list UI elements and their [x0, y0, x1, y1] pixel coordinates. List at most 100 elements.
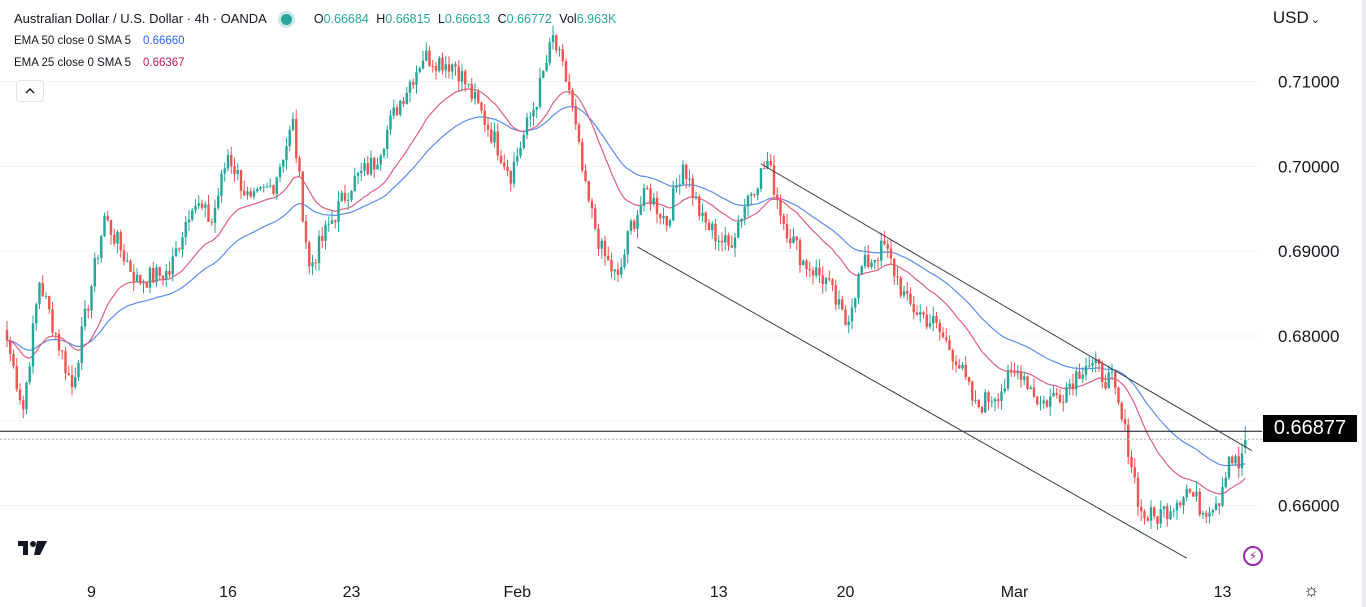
- candle-body: [707, 222, 711, 231]
- candle-body: [327, 223, 330, 225]
- candle-body: [165, 270, 168, 280]
- ohlc-key: O: [313, 12, 324, 26]
- candle-body: [373, 157, 376, 170]
- candle-body: [1003, 388, 1006, 392]
- candle-body: [12, 354, 15, 367]
- candle-body: [269, 185, 272, 187]
- candle-body: [681, 164, 685, 185]
- candle-body: [402, 100, 405, 105]
- candle-body: [64, 351, 67, 374]
- candle-body: [1032, 387, 1036, 397]
- candle-body: [1146, 518, 1149, 521]
- candle-body: [652, 197, 655, 205]
- candle-body: [28, 366, 31, 383]
- candle-body: [395, 107, 399, 115]
- candle-body: [616, 269, 620, 275]
- candle-body: [590, 200, 594, 209]
- candle-body: [1029, 387, 1032, 389]
- candle-body: [1237, 456, 1240, 469]
- candle-body: [90, 286, 93, 311]
- ohlc-key: H: [376, 12, 386, 26]
- candle-body: [665, 215, 668, 226]
- lightning-icon[interactable]: ⚡: [1243, 546, 1263, 566]
- candle-body: [574, 105, 577, 125]
- candle-body: [41, 282, 44, 297]
- time-axis[interactable]: 9 16 23 Feb 13 20 Mar 13: [87, 584, 1231, 601]
- candle-body: [587, 181, 590, 201]
- indicator-label: EMA 50 close 0 SMA 5: [14, 35, 131, 47]
- symbol-title[interactable]: Australian Dollar / U.S. Dollar · 4h · O…: [14, 11, 267, 26]
- indicator-label: EMA 25 close 0 SMA 5: [14, 57, 131, 69]
- candle-body: [1078, 371, 1081, 379]
- candle-body: [366, 163, 369, 175]
- candle-body: [837, 299, 841, 305]
- candle-body: [555, 35, 558, 51]
- candle-body: [285, 146, 288, 160]
- candle-body: [990, 401, 993, 403]
- candle-body: [662, 215, 665, 219]
- candle-body: [119, 232, 122, 251]
- candle-body: [597, 228, 600, 249]
- candle-body: [1023, 376, 1026, 380]
- candle-body: [61, 350, 64, 352]
- time-tick-label: 13: [1214, 584, 1232, 601]
- candle-body: [1198, 491, 1201, 515]
- indicator-ema25[interactable]: EMA 25 close 0 SMA 5 0.66367: [14, 52, 620, 74]
- candle-body: [571, 90, 574, 106]
- candle-body: [935, 316, 938, 323]
- candle-body: [828, 278, 831, 280]
- collapse-legend-button[interactable]: [16, 80, 44, 102]
- candle-body: [230, 155, 233, 167]
- candle-body: [893, 258, 896, 277]
- candle-body: [1123, 419, 1127, 425]
- candle-body: [938, 322, 941, 333]
- candle-body: [691, 178, 694, 198]
- candle-body: [873, 260, 876, 263]
- candle-body: [158, 267, 161, 276]
- candle-body: [925, 314, 928, 327]
- candle-body: [321, 236, 324, 241]
- candle-body: [737, 221, 740, 238]
- candle-body: [1062, 401, 1065, 403]
- right-edge: [1362, 0, 1366, 607]
- candle-body: [626, 231, 629, 255]
- candle-body: [776, 194, 779, 200]
- indicator-ema50[interactable]: EMA 50 close 0 SMA 5 0.66660: [14, 30, 620, 52]
- candle-body: [1039, 403, 1042, 405]
- candle-body: [438, 57, 441, 71]
- candle-body: [291, 118, 295, 130]
- ohlc-key: Vol: [559, 12, 577, 26]
- candle-body: [675, 185, 678, 188]
- candle-body: [668, 220, 672, 226]
- price-tick-label: 0.69000: [1278, 242, 1339, 261]
- candle-body: [798, 240, 802, 266]
- candle-body: [168, 270, 171, 275]
- candle-body: [733, 237, 737, 248]
- candle-body: [717, 240, 720, 242]
- candle-body: [805, 260, 808, 270]
- candle-body: [512, 161, 516, 184]
- candle-body: [48, 295, 51, 310]
- candle-body: [620, 267, 623, 275]
- candle-body: [1133, 467, 1136, 478]
- candle-body: [958, 365, 961, 369]
- candle-body: [434, 66, 438, 71]
- time-tick-label: 23: [343, 584, 361, 601]
- candle-body: [408, 81, 412, 93]
- price-axis[interactable]: 0.71000 0.70000 0.69000 0.68000 0.66000: [1278, 73, 1339, 516]
- candle-body: [194, 205, 197, 211]
- currency-selector[interactable]: USD ⌄: [1273, 8, 1320, 28]
- candle-body: [204, 204, 207, 208]
- candle-body: [249, 191, 252, 197]
- candle-body: [473, 91, 477, 99]
- candle-body: [1224, 477, 1227, 487]
- candle-body: [343, 192, 347, 201]
- candle-body: [187, 219, 191, 223]
- time-tick-label: 9: [87, 584, 96, 601]
- candle-body: [1166, 506, 1169, 519]
- tradingview-logo-icon[interactable]: [18, 540, 48, 556]
- gear-icon[interactable]: ☼: [1303, 580, 1320, 600]
- candle-body: [909, 293, 912, 304]
- price-tick-label: 0.71000: [1278, 73, 1339, 92]
